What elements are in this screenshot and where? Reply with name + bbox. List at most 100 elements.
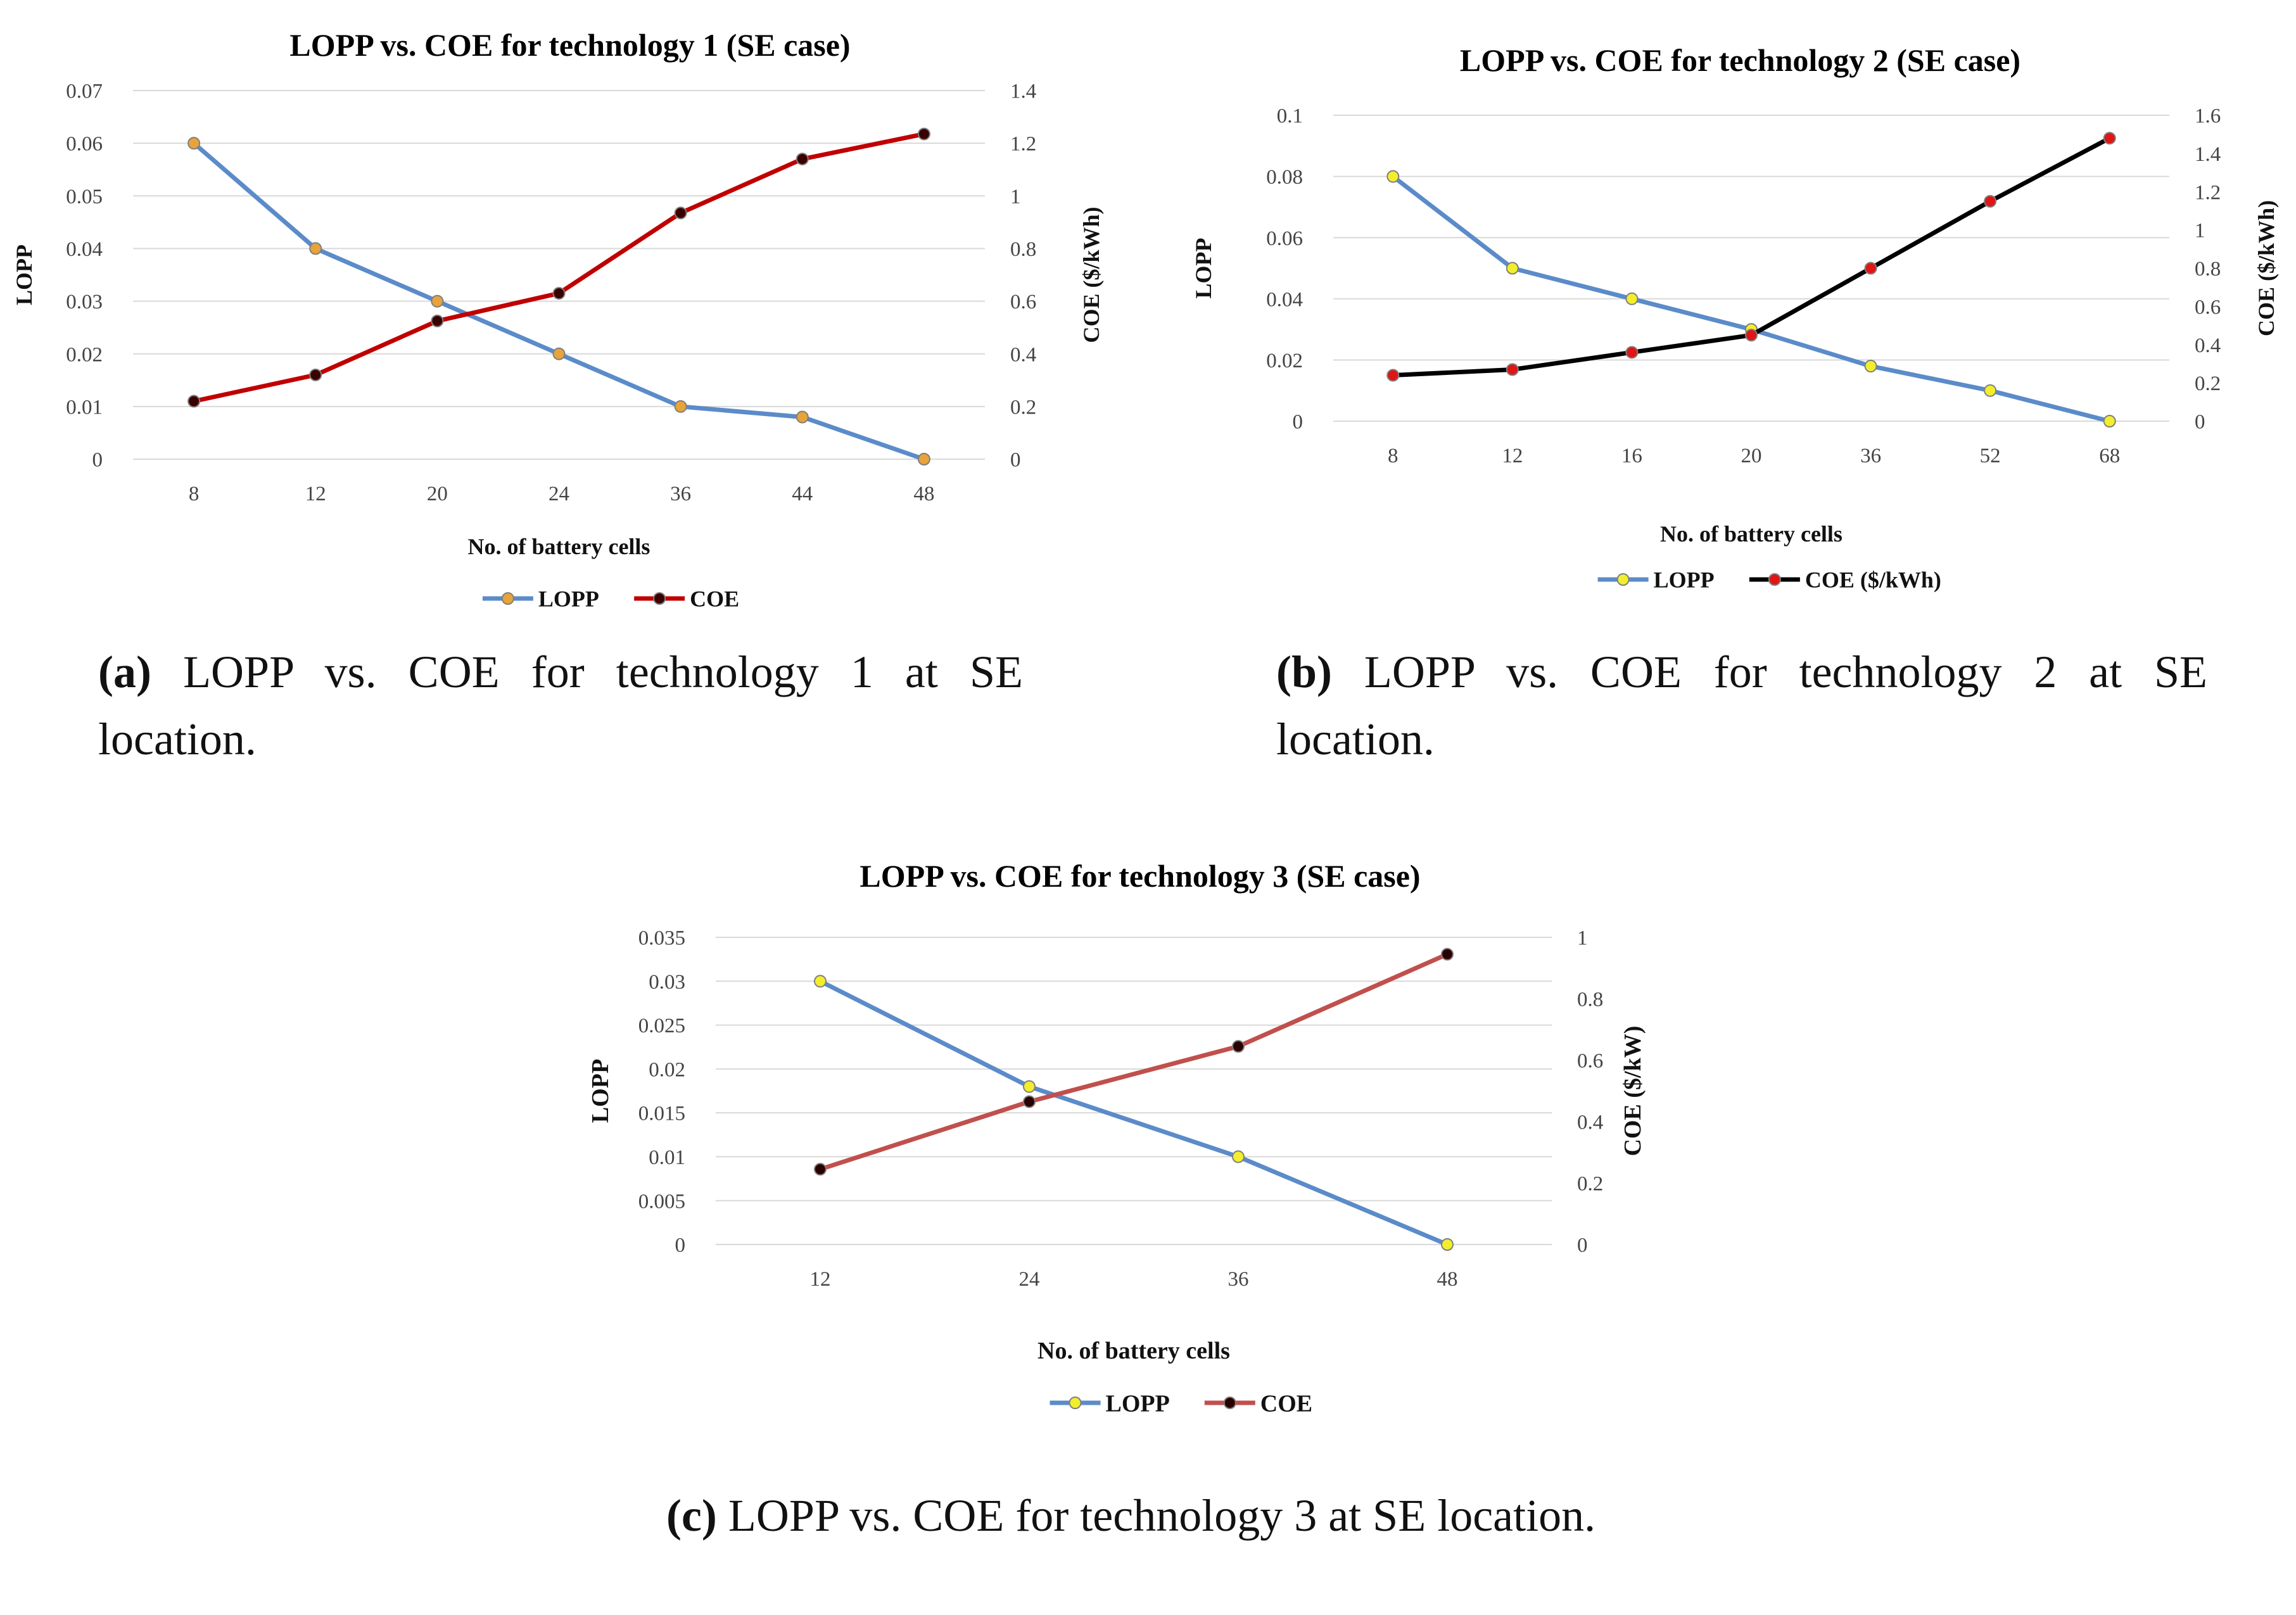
x-axis-label: No. of battery cells: [468, 534, 650, 559]
y-tick-label: 0.1: [1277, 105, 1303, 128]
x-tick-label: 48: [1437, 1268, 1458, 1291]
legend-label: LOPP: [1654, 567, 1715, 593]
data-point: [796, 410, 809, 424]
y2-axis-label: COE ($/kWh): [1079, 206, 1104, 343]
data-point: [1232, 1040, 1245, 1053]
data-point: [1386, 170, 1400, 183]
chart-svg-c: LOPP vs. COE for technology 3 (SE case) 0…: [587, 858, 1646, 1417]
y-tick-label: 0: [1293, 411, 1303, 434]
y-tick-label: 0.06: [1266, 227, 1303, 250]
y-tick-label: 0.015: [638, 1103, 685, 1125]
y-tick-label: 0: [675, 1234, 686, 1257]
caption-label: (b): [1276, 647, 1332, 697]
legend-label: COE ($/kWh): [1805, 567, 1941, 593]
data-point: [2103, 132, 2116, 145]
y2-tick-label: 1: [2195, 220, 2205, 243]
legend-marker: [1069, 1396, 1082, 1409]
caption-c: (c) LOPP vs. COE for technology 3 at SE …: [666, 1482, 1635, 1549]
y-axis-label: LOPP: [11, 244, 37, 305]
series-line-lopp: [818, 978, 1450, 1247]
legend-label: COE: [1260, 1390, 1312, 1417]
chart-panel-c: LOPP vs. COE for technology 3 (SE case) 0…: [570, 823, 1710, 1457]
y-tick-label: 0.04: [66, 238, 103, 261]
y-tick-label: 0: [92, 449, 103, 472]
y2-tick-label: 1.4: [1010, 80, 1036, 103]
y2-tick-label: 0.2: [2195, 372, 2221, 395]
data-point: [1745, 329, 1758, 342]
data-point: [1023, 1080, 1036, 1093]
x-tick-label: 8: [1388, 445, 1399, 467]
data-point: [796, 153, 809, 166]
data-point: [2103, 415, 2116, 428]
chart-svg-a: LOPP vs. COE for technology 1 (SE case) 0…: [11, 27, 1104, 612]
x-tick-label: 68: [2099, 445, 2120, 467]
data-point: [917, 453, 930, 466]
caption-text: LOPP vs. COE for technology 1 at SE loca…: [98, 647, 1024, 764]
caption-text: LOPP vs. COE for technology 3 at SE loca…: [728, 1490, 1596, 1541]
data-point: [309, 242, 322, 255]
x-tick-label: 12: [305, 483, 326, 505]
data-point: [309, 368, 322, 381]
x-tick-label: 20: [427, 483, 448, 505]
legend-marker: [1223, 1396, 1236, 1409]
data-point: [1864, 262, 1877, 275]
x-tick-label: 44: [792, 483, 813, 505]
y2-tick-label: 0.2: [1010, 396, 1036, 419]
data-point: [814, 1163, 827, 1176]
y-tick-label: 0.02: [1266, 350, 1303, 372]
data-point: [1864, 360, 1877, 373]
caption-label: (c): [666, 1490, 717, 1541]
y-tick-label: 0.08: [1266, 166, 1303, 189]
y2-axis-label: COE ($/kWh): [2254, 200, 2279, 336]
y-tick-label: 0.06: [66, 133, 103, 156]
y2-tick-label: 0: [2195, 411, 2205, 434]
data-point: [1984, 194, 1997, 208]
x-tick-label: 36: [670, 483, 691, 505]
y2-tick-label: 1.4: [2195, 143, 2221, 166]
x-tick-label: 8: [189, 483, 200, 505]
y-tick-label: 0.07: [66, 80, 103, 103]
y-tick-label: 0.02: [649, 1058, 685, 1081]
legend-label: LOPP: [1106, 1390, 1170, 1417]
y-axis-label: LOPP: [587, 1059, 614, 1123]
x-axis-label: No. of battery cells: [1037, 1338, 1230, 1364]
y-tick-label: 0.05: [66, 186, 103, 208]
y2-tick-label: 0.8: [1010, 238, 1036, 261]
y2-tick-label: 0: [1577, 1234, 1588, 1257]
data-point: [674, 400, 687, 413]
series-line-coe: [191, 132, 927, 403]
chart-panel-a: LOPP vs. COE for technology 1 (SE case) 0…: [0, 0, 1140, 633]
y2-tick-label: 0.4: [2195, 334, 2221, 357]
data-point: [814, 975, 827, 988]
chart-title: LOPP vs. COE for technology 2 (SE case): [1460, 42, 2020, 78]
x-tick-label: 12: [810, 1268, 831, 1291]
chart-panel-b: LOPP vs. COE for technology 2 (SE case) 0…: [1184, 0, 2296, 633]
x-tick-label: 24: [1019, 1268, 1040, 1291]
data-point: [674, 206, 687, 220]
data-point: [1386, 369, 1400, 382]
data-point: [1023, 1095, 1036, 1108]
legend-label: LOPP: [538, 586, 599, 612]
y2-tick-label: 0: [1010, 449, 1021, 472]
y-tick-label: 0.035: [638, 927, 685, 950]
y-tick-label: 0.025: [638, 1015, 685, 1037]
y2-tick-label: 0.6: [1577, 1050, 1603, 1073]
data-point: [552, 287, 566, 300]
chart-title: LOPP vs. COE for technology 3 (SE case): [859, 858, 1420, 894]
data-point: [1506, 363, 1519, 376]
data-point: [187, 137, 201, 150]
data-point: [1441, 1238, 1454, 1251]
caption-b: (b) LOPP vs. COE for technology 2 at SE …: [1276, 638, 2207, 773]
y-axis-label: LOPP: [1191, 238, 1216, 299]
y-tick-label: 0.005: [638, 1190, 685, 1213]
y-tick-label: 0.01: [649, 1146, 685, 1169]
y2-tick-label: 0.4: [1577, 1112, 1603, 1134]
y2-tick-label: 0.8: [2195, 258, 2221, 281]
x-tick-label: 20: [1741, 445, 1762, 467]
x-axis-label: No. of battery cells: [1660, 521, 1843, 547]
legend-marker: [1768, 573, 1781, 586]
y2-tick-label: 1: [1577, 927, 1588, 950]
y2-tick-label: 1.2: [2195, 181, 2221, 204]
caption-text: LOPP vs. COE for technology 2 at SE loca…: [1276, 647, 2207, 764]
x-tick-label: 48: [913, 483, 934, 505]
